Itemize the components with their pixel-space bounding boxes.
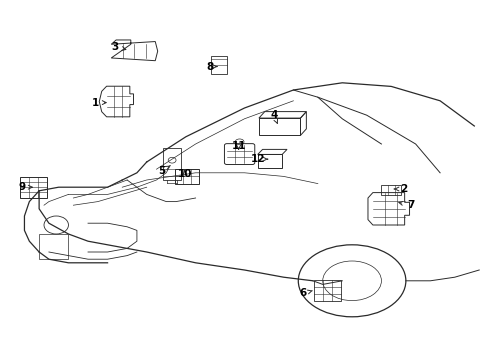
- Text: 2: 2: [393, 184, 406, 194]
- Text: 6: 6: [299, 288, 312, 298]
- Text: 1: 1: [92, 98, 106, 108]
- Text: 10: 10: [177, 168, 192, 179]
- Text: 12: 12: [250, 154, 267, 164]
- Bar: [257, 154, 282, 168]
- Bar: [380, 185, 401, 195]
- Bar: [259, 118, 300, 135]
- Bar: [314, 280, 341, 301]
- Text: 7: 7: [398, 200, 414, 210]
- Bar: [211, 56, 226, 74]
- Bar: [163, 148, 181, 180]
- Bar: [20, 177, 47, 198]
- Bar: [175, 169, 198, 184]
- Text: 3: 3: [111, 42, 125, 52]
- Text: 9: 9: [19, 182, 32, 192]
- Text: 8: 8: [206, 62, 216, 72]
- Text: 5: 5: [158, 166, 170, 176]
- Text: 4: 4: [269, 110, 277, 123]
- Text: 11: 11: [231, 141, 245, 151]
